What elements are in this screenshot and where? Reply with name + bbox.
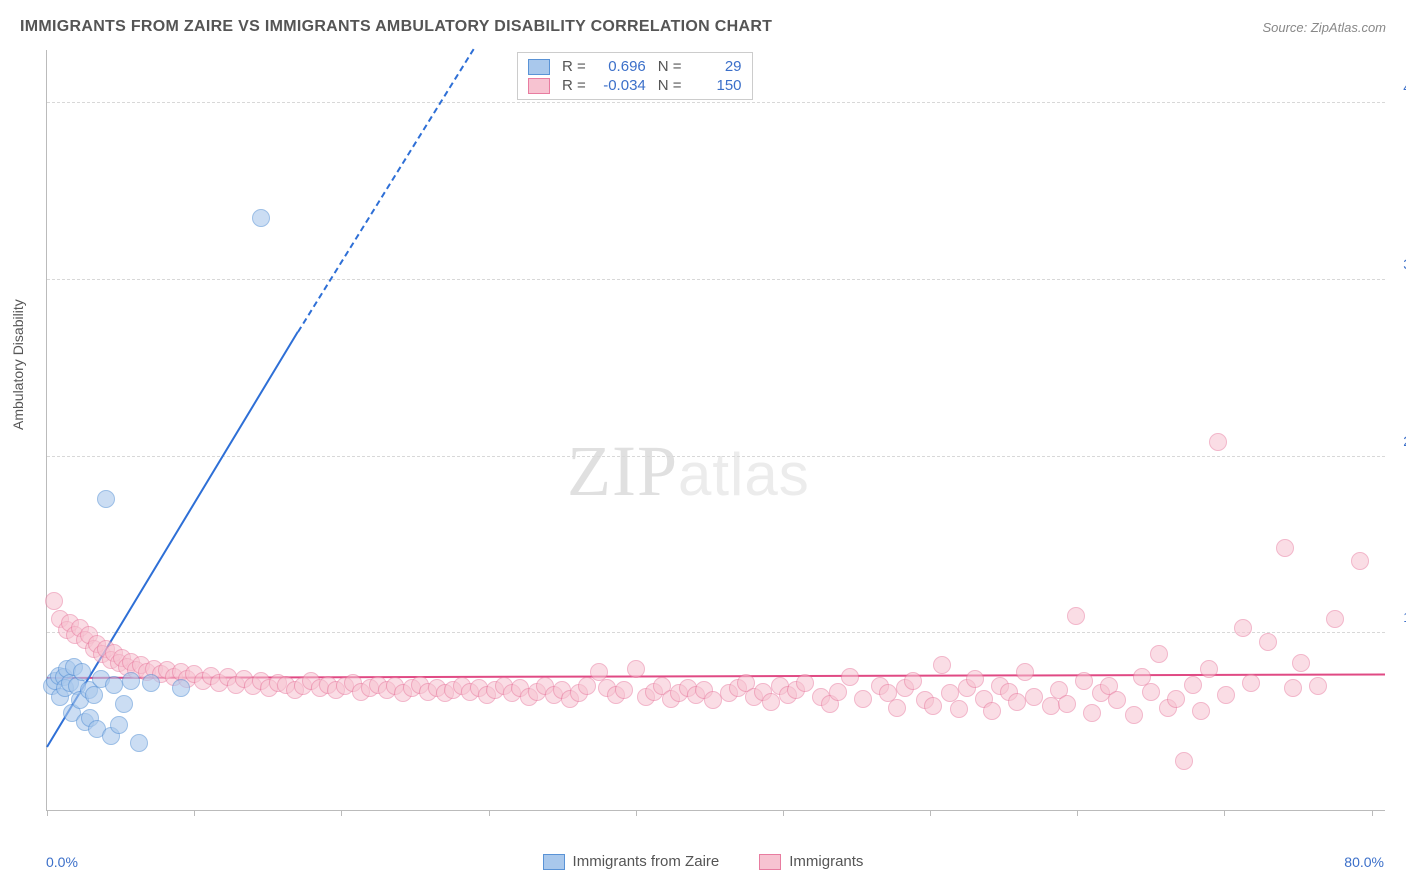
blue-point <box>252 209 270 227</box>
stat-n-value-pink: 150 <box>694 77 742 94</box>
pink-point <box>1309 677 1327 695</box>
x-tick <box>341 810 342 816</box>
stat-n-label: N = <box>658 77 682 94</box>
x-tick <box>930 810 931 816</box>
pink-point <box>1259 633 1277 651</box>
pink-point <box>966 670 984 688</box>
legend-stats-row-blue: R = 0.696 N = 29 <box>528 57 742 76</box>
pink-point <box>1108 691 1126 709</box>
pink-point <box>1042 697 1060 715</box>
pink-point <box>627 660 645 678</box>
legend-swatch-pink <box>528 78 550 94</box>
pink-point <box>1326 610 1344 628</box>
pink-point <box>1150 645 1168 663</box>
pink-point <box>841 668 859 686</box>
pink-point <box>1125 706 1143 724</box>
x-tick <box>1077 810 1078 816</box>
legend-stats-box: R = 0.696 N = 29 R = -0.034 N = 150 <box>517 52 753 100</box>
pink-point <box>1016 663 1034 681</box>
pink-point <box>796 674 814 692</box>
pink-point <box>1209 433 1227 451</box>
pink-point <box>1083 704 1101 722</box>
pink-point <box>762 693 780 711</box>
source-attribution: Source: ZipAtlas.com <box>1262 20 1386 35</box>
plot-area: ZIPatlas R = 0.696 N = 29 R = -0.034 N =… <box>46 50 1385 811</box>
stat-n-value-blue: 29 <box>694 58 742 75</box>
pink-point <box>904 672 922 690</box>
legend-label-pink: Immigrants <box>789 853 863 870</box>
legend-label-blue: Immigrants from Zaire <box>573 853 720 870</box>
pink-point <box>1284 679 1302 697</box>
pink-point <box>1075 672 1093 690</box>
stat-r-value-blue: 0.696 <box>598 58 646 75</box>
x-tick <box>194 810 195 816</box>
gridline <box>47 632 1385 633</box>
pink-point <box>615 681 633 699</box>
pink-point <box>1276 539 1294 557</box>
stat-n-label: N = <box>658 58 682 75</box>
pink-point <box>1200 660 1218 678</box>
pink-point <box>1234 619 1252 637</box>
blue-point <box>130 734 148 752</box>
pink-point <box>1184 676 1202 694</box>
blue-point <box>172 679 190 697</box>
x-tick <box>1372 810 1373 816</box>
pink-point <box>933 656 951 674</box>
blue-point <box>122 672 140 690</box>
legend-item-blue: Immigrants from Zaire <box>543 853 720 870</box>
y-axis-label: Ambulatory Disability <box>10 299 26 430</box>
blue-point <box>105 676 123 694</box>
stat-r-label: R = <box>562 77 586 94</box>
pink-point <box>1008 693 1026 711</box>
pink-point <box>1351 552 1369 570</box>
x-tick <box>636 810 637 816</box>
pink-point <box>1058 695 1076 713</box>
pink-point <box>704 691 722 709</box>
bottom-legend: Immigrants from Zaire Immigrants <box>0 853 1406 870</box>
pink-point <box>1025 688 1043 706</box>
blue-point <box>73 663 91 681</box>
chart-title: IMMIGRANTS FROM ZAIRE VS IMMIGRANTS AMBU… <box>20 18 772 36</box>
pink-point <box>888 699 906 717</box>
x-tick <box>489 810 490 816</box>
gridline <box>47 279 1385 280</box>
pink-point <box>1067 607 1085 625</box>
x-tick <box>783 810 784 816</box>
x-tick <box>1224 810 1225 816</box>
gridline <box>47 456 1385 457</box>
pink-point <box>924 697 942 715</box>
legend-stats-row-pink: R = -0.034 N = 150 <box>528 76 742 95</box>
blue-point <box>97 490 115 508</box>
watermark-atlas: atlas <box>678 441 810 508</box>
blue-point <box>110 716 128 734</box>
pink-point <box>950 700 968 718</box>
trend-line-extrapolated <box>297 48 474 332</box>
x-tick <box>47 810 48 816</box>
pink-point <box>1292 654 1310 672</box>
gridline <box>47 102 1385 103</box>
pink-point <box>1192 702 1210 720</box>
pink-point <box>983 702 1001 720</box>
pink-point <box>1142 683 1160 701</box>
pink-point <box>1175 752 1193 770</box>
blue-point <box>115 695 133 713</box>
legend-swatch-blue <box>528 59 550 75</box>
blue-point <box>142 674 160 692</box>
pink-point <box>1167 690 1185 708</box>
pink-point <box>854 690 872 708</box>
legend-swatch-pink-icon <box>759 854 781 870</box>
pink-point <box>1242 674 1260 692</box>
stat-r-label: R = <box>562 58 586 75</box>
legend-item-pink: Immigrants <box>759 853 863 870</box>
stat-r-value-pink: -0.034 <box>598 77 646 94</box>
watermark: ZIPatlas <box>567 430 810 513</box>
blue-point <box>85 686 103 704</box>
legend-swatch-blue-icon <box>543 854 565 870</box>
watermark-zip: ZIP <box>567 431 678 511</box>
pink-point <box>1217 686 1235 704</box>
pink-point <box>45 592 63 610</box>
